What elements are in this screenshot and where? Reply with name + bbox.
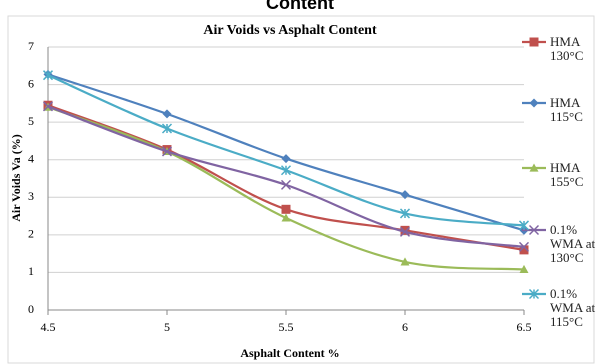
legend-label: 0.1% WMA at 115°C (550, 286, 596, 329)
legend-label: HMA 115°C (550, 95, 583, 124)
y-tick-label: 4 (28, 151, 34, 165)
marker (529, 37, 539, 47)
marker (529, 163, 539, 172)
marker (280, 165, 292, 176)
marker (281, 154, 291, 164)
chart-title: Air Voids vs Asphalt Content (203, 23, 377, 38)
marker (42, 101, 54, 112)
x-tick-label: 5.5 (279, 320, 294, 334)
marker (400, 190, 410, 200)
marker (528, 288, 540, 300)
marker (399, 226, 411, 237)
y-tick-label: 2 (28, 227, 34, 241)
marker (519, 245, 529, 255)
y-tick-label: 3 (28, 189, 34, 203)
marker (400, 257, 410, 266)
marker (518, 220, 530, 231)
y-axis-label: Air Voids Va (%) (9, 134, 23, 221)
marker (400, 225, 410, 235)
y-tick-label: 5 (28, 114, 34, 128)
marker (519, 264, 529, 274)
marker (518, 241, 530, 252)
marker (161, 123, 173, 134)
y-tick-label: 7 (28, 39, 34, 53)
x-tick-label: 4.5 (41, 320, 56, 334)
y-tick-label: 6 (28, 76, 34, 90)
marker (281, 204, 291, 214)
marker (399, 208, 411, 219)
legend-label: HMA 130°C (550, 34, 584, 63)
x-tick-label: 6 (402, 320, 408, 334)
marker (42, 70, 54, 81)
x-axis-label: Asphalt Content % (240, 346, 339, 360)
marker (528, 224, 540, 236)
marker (161, 146, 173, 157)
marker (529, 98, 539, 108)
marker (281, 213, 291, 222)
y-tick-label: 0 (28, 302, 34, 316)
legend-label: HMA 155°C (550, 160, 584, 189)
x-tick-label: 6.5 (517, 320, 532, 334)
marker (280, 179, 292, 190)
heading: Content (266, 0, 334, 13)
marker (162, 109, 172, 119)
legend-label: 0.1% WMA at 130°C (550, 222, 596, 265)
x-tick-label: 5 (164, 320, 170, 334)
y-tick-label: 1 (28, 264, 34, 278)
